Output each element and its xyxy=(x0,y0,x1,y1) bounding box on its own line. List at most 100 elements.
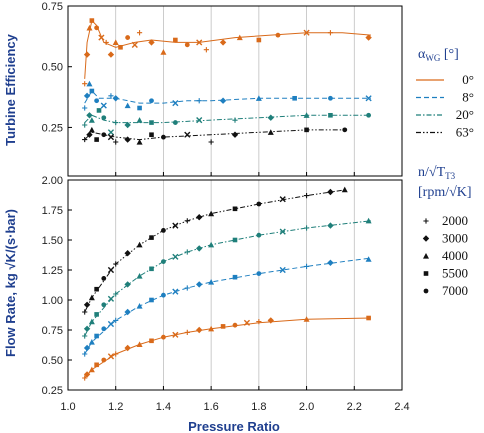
point-flow-1 xyxy=(256,271,262,276)
point-efficiency-0 xyxy=(203,47,209,53)
point-flow-1 xyxy=(124,308,131,316)
point-flow-1 xyxy=(184,285,190,291)
point-efficiency-1 xyxy=(100,102,107,109)
legend-wg-title: αWG [°] xyxy=(418,47,459,63)
point-flow-0 xyxy=(124,344,131,352)
point-efficiency-0 xyxy=(89,18,95,23)
point-flow-2 xyxy=(256,232,262,238)
x-tick-label: 1.4 xyxy=(156,401,171,413)
point-flow-3 xyxy=(327,188,334,196)
grid-lines xyxy=(115,6,355,390)
point-flow-3 xyxy=(172,222,179,229)
point-efficiency-0 xyxy=(173,37,178,43)
legend: αWG [°]0° 8° 20° 63° n/√TT3 [rpm/√K] 2000 3000 4… xyxy=(416,47,474,298)
y-tick-label: 0.50 xyxy=(42,62,63,74)
point-flow-2 xyxy=(136,273,143,279)
point-flow-2 xyxy=(303,225,310,231)
point-flow-3 xyxy=(256,201,262,207)
point-flow-0 xyxy=(208,325,215,332)
point-efficiency-1 xyxy=(328,95,333,101)
legend-speed-label: 7000 xyxy=(442,283,468,298)
point-flow-1 xyxy=(83,344,91,352)
x-tick-label: 1.6 xyxy=(203,401,218,413)
point-efficiency-1 xyxy=(112,95,119,102)
legend-marker-square xyxy=(423,271,429,276)
point-efficiency-3 xyxy=(124,136,131,143)
point-efficiency-0 xyxy=(118,44,123,50)
point-flow-1 xyxy=(303,263,310,269)
point-efficiency-3 xyxy=(88,126,95,133)
point-efficiency-2 xyxy=(113,119,119,126)
point-efficiency-0 xyxy=(82,81,88,87)
point-efficiency-0 xyxy=(196,39,203,46)
point-efficiency-0 xyxy=(131,41,138,48)
point-efficiency-1 xyxy=(83,92,91,100)
point-efficiency-2 xyxy=(86,112,93,119)
point-flow-2 xyxy=(82,333,88,339)
data-points xyxy=(82,18,372,381)
point-efficiency-0 xyxy=(125,35,131,40)
point-efficiency-3 xyxy=(94,137,99,142)
legend-speed-label: 4000 xyxy=(442,248,468,263)
legend-marker-circle xyxy=(423,288,429,294)
point-efficiency-0 xyxy=(256,37,262,43)
point-flow-1 xyxy=(101,326,107,332)
point-flow-2 xyxy=(172,253,179,260)
point-flow-1 xyxy=(365,256,372,262)
y-tick-label: 0.50 xyxy=(42,355,63,367)
point-flow-3 xyxy=(279,196,286,203)
point-efficiency-2 xyxy=(82,122,88,128)
point-flow-2 xyxy=(94,312,99,317)
point-efficiency-2 xyxy=(124,121,131,129)
point-efficiency-1 xyxy=(219,97,227,104)
x-tick-label: 1.0 xyxy=(60,401,75,413)
point-efficiency-3 xyxy=(208,139,214,145)
point-flow-0 xyxy=(83,371,91,378)
legend-speed-label: 3000 xyxy=(442,231,468,246)
point-flow-2 xyxy=(88,318,95,325)
point-flow-3 xyxy=(113,261,119,267)
point-efficiency-1 xyxy=(172,100,179,107)
point-efficiency-0 xyxy=(98,34,105,41)
curve-efficiency-3 xyxy=(84,129,348,141)
x-tick-label: 1.8 xyxy=(251,401,266,413)
point-flow-1 xyxy=(149,297,154,303)
point-flow-3 xyxy=(88,294,95,301)
point-efficiency-1 xyxy=(292,95,297,101)
point-efficiency-3 xyxy=(101,132,107,138)
curve-flow-3 xyxy=(84,189,348,313)
legend-speed-units: [rpm/√K] xyxy=(418,185,472,200)
point-efficiency-0 xyxy=(303,29,310,36)
point-flow-1 xyxy=(196,281,203,288)
point-efficiency-2 xyxy=(96,108,102,113)
legend-speed-label: 5500 xyxy=(442,266,468,281)
point-flow-3 xyxy=(94,286,99,292)
point-flow-2 xyxy=(124,281,131,288)
point-efficiency-2 xyxy=(303,112,310,118)
point-flow-2 xyxy=(101,302,107,308)
point-flow-0 xyxy=(256,319,262,325)
point-efficiency-3 xyxy=(161,134,166,140)
point-efficiency-0 xyxy=(103,39,109,46)
point-flow-3 xyxy=(303,193,310,199)
point-flow-0 xyxy=(88,366,95,373)
curve-efficiency-2 xyxy=(84,114,371,124)
point-flow-0 xyxy=(101,357,107,363)
point-efficiency-1 xyxy=(365,95,372,102)
legend-marker-plus xyxy=(423,218,429,224)
legend-wg-label: 0° xyxy=(462,72,474,87)
point-flow-3 xyxy=(136,241,143,248)
point-efficiency-0 xyxy=(236,34,243,41)
point-efficiency-3 xyxy=(267,129,274,135)
fit-curves xyxy=(84,19,372,379)
point-flow-0 xyxy=(196,326,203,334)
point-efficiency-2 xyxy=(149,120,154,125)
y-tick-label: 0.75 xyxy=(42,1,63,13)
point-flow-0 xyxy=(172,331,179,338)
point-flow-3 xyxy=(208,210,215,217)
point-flow-3 xyxy=(232,206,238,212)
legend-speed-label: 2000 xyxy=(442,213,468,228)
y-tick-label: 0.25 xyxy=(42,385,63,397)
legend-wg-label: 20° xyxy=(456,107,474,122)
point-flow-1 xyxy=(107,320,115,328)
